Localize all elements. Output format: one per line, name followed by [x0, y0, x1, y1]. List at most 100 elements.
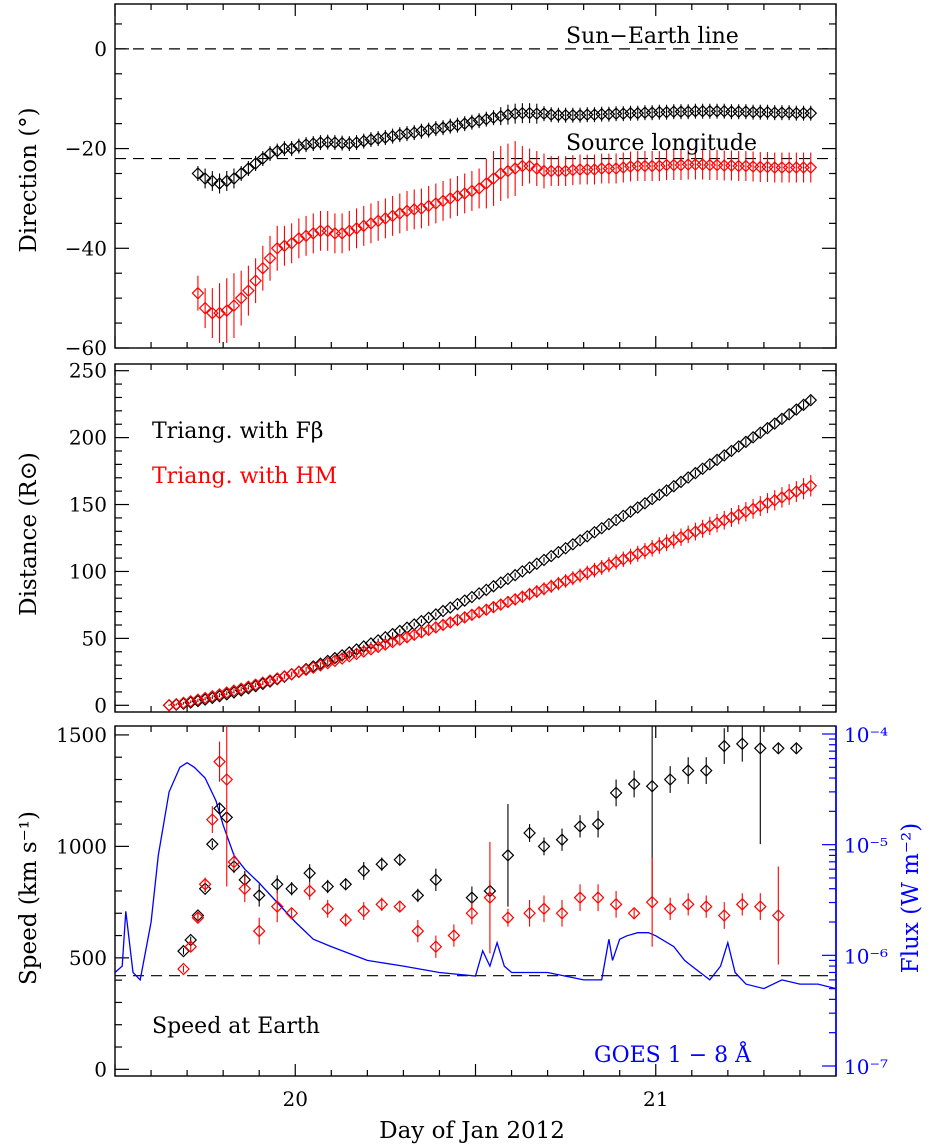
direction-point	[443, 119, 457, 133]
direction-point	[249, 274, 262, 288]
flux-tick-label: 10⁻⁴	[844, 723, 888, 747]
speed-point	[213, 755, 226, 769]
distance-point	[725, 511, 738, 524]
distance-point	[422, 623, 435, 637]
speed-point	[205, 813, 219, 826]
distance-point	[753, 499, 767, 513]
distance-point	[234, 682, 248, 696]
direction-point	[227, 299, 241, 312]
distance-point	[609, 555, 623, 569]
distance-point	[804, 393, 818, 407]
distance-point	[631, 547, 645, 561]
direction-point	[436, 194, 450, 208]
direction-point	[393, 128, 407, 141]
distance-point	[530, 585, 544, 598]
direction-point	[220, 174, 234, 188]
flux-tick-label: 10⁻⁷	[844, 1055, 888, 1079]
direction-point	[306, 137, 320, 150]
distance-point	[645, 541, 659, 555]
direction-point	[191, 286, 205, 300]
distance-point	[638, 544, 652, 558]
direction-point	[292, 231, 306, 245]
flux-ylabel: Flux (W m⁻²)	[898, 823, 924, 973]
speed-point	[375, 857, 389, 871]
direction-point	[559, 164, 572, 178]
direction-point	[371, 132, 385, 145]
speed-point	[663, 902, 677, 916]
speed-point	[220, 773, 234, 786]
direction-point	[357, 134, 371, 148]
direction-point	[451, 189, 464, 203]
distance-point	[552, 577, 565, 590]
direction-point	[422, 199, 435, 213]
direction-point	[479, 177, 493, 190]
speed-point	[523, 826, 536, 840]
sun-earth-line-label: Sun−Earth line	[566, 24, 739, 49]
direction-point	[465, 115, 479, 129]
distance-point	[451, 613, 464, 627]
distance-point	[573, 569, 587, 582]
speed-point	[393, 900, 407, 913]
goes-label: GOES 1 − 8 Å	[594, 1040, 752, 1068]
distance-point	[242, 680, 255, 694]
distance-point	[775, 412, 789, 426]
distance-point	[667, 533, 681, 547]
distance-point	[761, 496, 774, 510]
speed-point	[375, 897, 389, 911]
distance-point	[537, 582, 551, 596]
source-longitude-label: Source longitude	[566, 131, 757, 156]
distance-point	[696, 522, 709, 536]
speed-point	[735, 897, 749, 911]
direction-point	[220, 304, 234, 317]
speed-point	[789, 741, 803, 755]
speed-point	[591, 891, 605, 905]
speed-point	[523, 906, 536, 920]
distance-point	[797, 398, 810, 412]
direction-point	[234, 167, 248, 180]
direction-point	[487, 111, 500, 125]
distance-point	[400, 630, 414, 644]
speed-point	[191, 911, 205, 925]
direction-point	[256, 152, 270, 165]
distance-point	[285, 667, 298, 681]
speed-point	[717, 739, 731, 753]
distance-point	[703, 519, 717, 533]
speed-point	[555, 906, 569, 920]
distance-point	[191, 693, 205, 707]
distance-point	[717, 513, 731, 527]
direction-point	[278, 239, 291, 253]
legend-fbeta: Triang. with Fβ	[152, 419, 323, 444]
speed-panel: 20 21 0 500 1000 1500 10⁻⁷ 10⁻⁶ 10⁻⁵ 10⁻⁴	[56, 723, 888, 1111]
speed-point	[339, 913, 353, 927]
distance-point	[732, 508, 746, 521]
distance-point	[782, 407, 796, 421]
speed-point	[753, 741, 767, 755]
distance-point	[559, 574, 572, 588]
distance-point	[797, 482, 810, 496]
speed-point	[609, 897, 623, 911]
speed-point	[252, 924, 266, 938]
distance-y-tick-label: 100	[69, 559, 107, 583]
distance-point	[458, 611, 472, 624]
direction-point	[609, 162, 623, 175]
distance-point	[205, 689, 219, 703]
direction-point	[263, 251, 277, 265]
direction-point	[270, 144, 284, 158]
direction-point	[458, 117, 472, 131]
direction-point	[379, 131, 392, 144]
direction-point	[508, 162, 522, 175]
speed-point	[227, 855, 241, 869]
direction-point	[479, 112, 493, 126]
speed-point	[213, 802, 226, 815]
direction-point	[472, 182, 486, 195]
direction-point	[588, 163, 601, 176]
direction-point	[443, 192, 457, 205]
direction-point	[386, 129, 399, 143]
distance-y-tick-label: 200	[69, 426, 107, 450]
direction-point	[501, 108, 515, 122]
direction-frame	[114, 3, 837, 349]
direction-point	[804, 161, 818, 174]
direction-point	[501, 164, 515, 178]
speed-point	[681, 764, 695, 777]
distance-point	[508, 593, 522, 606]
